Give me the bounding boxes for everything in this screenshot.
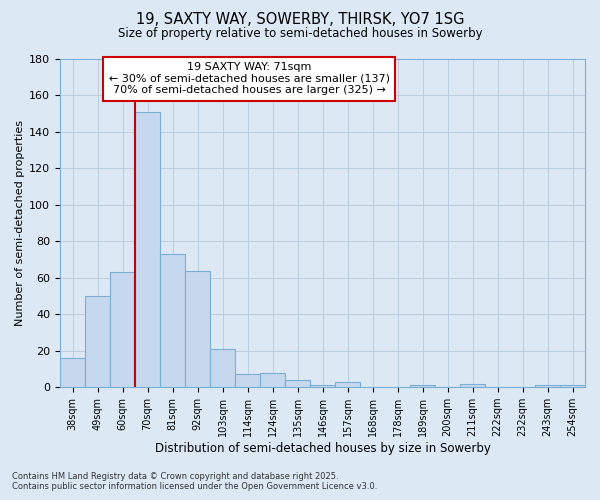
- Bar: [160, 254, 185, 387]
- Text: Size of property relative to semi-detached houses in Sowerby: Size of property relative to semi-detach…: [118, 28, 482, 40]
- Bar: [110, 272, 135, 387]
- Bar: [285, 380, 310, 387]
- Bar: [210, 349, 235, 387]
- Bar: [335, 382, 360, 387]
- Bar: [85, 296, 110, 387]
- Bar: [410, 386, 435, 387]
- X-axis label: Distribution of semi-detached houses by size in Sowerby: Distribution of semi-detached houses by …: [155, 442, 490, 455]
- Text: 19, SAXTY WAY, SOWERBY, THIRSK, YO7 1SG: 19, SAXTY WAY, SOWERBY, THIRSK, YO7 1SG: [136, 12, 464, 28]
- Bar: [235, 374, 260, 387]
- Bar: [60, 358, 85, 387]
- Bar: [185, 270, 210, 387]
- Text: Contains HM Land Registry data © Crown copyright and database right 2025.
Contai: Contains HM Land Registry data © Crown c…: [12, 472, 377, 491]
- Bar: [260, 372, 285, 387]
- Bar: [535, 386, 560, 387]
- Bar: [135, 112, 160, 387]
- Y-axis label: Number of semi-detached properties: Number of semi-detached properties: [15, 120, 25, 326]
- Bar: [460, 384, 485, 387]
- Bar: [310, 386, 335, 387]
- Text: 19 SAXTY WAY: 71sqm
← 30% of semi-detached houses are smaller (137)
70% of semi-: 19 SAXTY WAY: 71sqm ← 30% of semi-detach…: [109, 62, 389, 96]
- Bar: [560, 386, 585, 387]
